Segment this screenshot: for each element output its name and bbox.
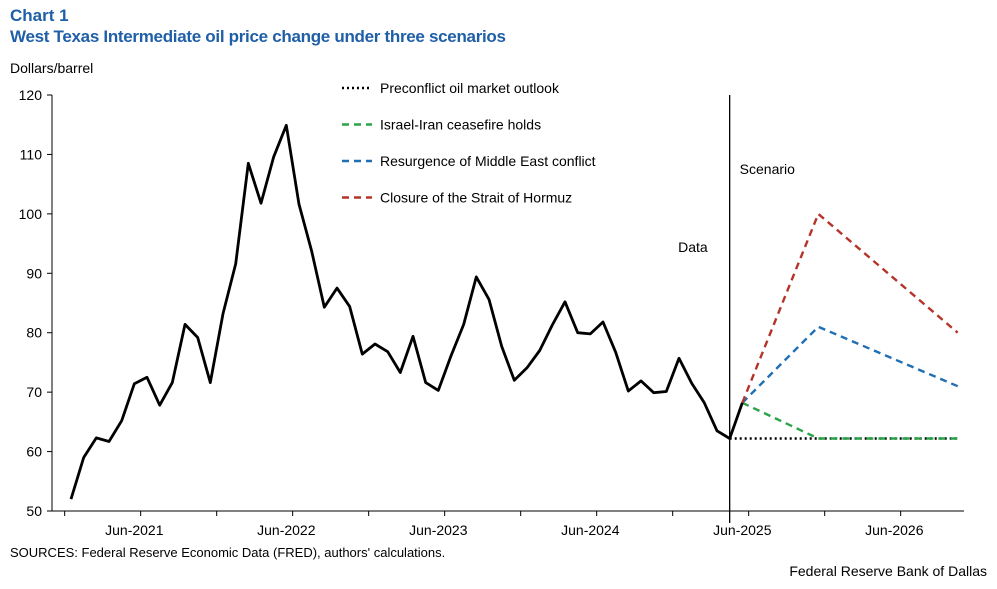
legend-label: Resurgence of Middle East conflict bbox=[380, 153, 596, 169]
chart-title: West Texas Intermediate oil price change… bbox=[10, 27, 506, 46]
legend-label: Preconflict oil market outlook bbox=[380, 80, 560, 96]
series-line-wti-price bbox=[69, 123, 744, 500]
y-tick-label: 60 bbox=[26, 444, 42, 460]
legend-label: Closure of the Strait of Hormuz bbox=[380, 190, 572, 206]
x-tick-label: Jun-2021 bbox=[105, 522, 164, 538]
x-tick-label: Jun-2024 bbox=[561, 522, 620, 538]
y-tick-label: 70 bbox=[26, 384, 42, 400]
x-tick-label: Jun-2022 bbox=[257, 522, 316, 538]
x-tick-label: Jun-2026 bbox=[865, 522, 924, 538]
x-tick-label: Jun-2023 bbox=[409, 522, 468, 538]
series-line-resurgence-of-middle-east-conflict bbox=[741, 325, 959, 404]
x-tick-label: Jun-2025 bbox=[713, 522, 772, 538]
legend-label: Israel-Iran ceasefire holds bbox=[380, 117, 541, 133]
credit-line: Federal Reserve Bank of Dallas bbox=[789, 563, 987, 579]
y-tick-label: 100 bbox=[19, 206, 43, 222]
y-tick-label: 80 bbox=[26, 325, 42, 341]
y-tick-label: 90 bbox=[26, 265, 42, 281]
y-axis-unit-label: Dollars/barrel bbox=[10, 60, 94, 76]
chart-number: Chart 1 bbox=[10, 6, 69, 25]
y-tick-label: 110 bbox=[20, 146, 43, 162]
y-tick-label: 50 bbox=[26, 503, 42, 519]
scenario-region-label: Scenario bbox=[740, 161, 795, 177]
series-line-israel-iran-ceasefire-holds bbox=[741, 401, 958, 440]
y-tick-label: 120 bbox=[19, 87, 43, 103]
sources-note: SOURCES: Federal Reserve Economic Data (… bbox=[10, 545, 446, 560]
series-line-closure-of-the-strait-of-hormuz bbox=[741, 212, 959, 404]
data-region-label: Data bbox=[678, 239, 708, 255]
